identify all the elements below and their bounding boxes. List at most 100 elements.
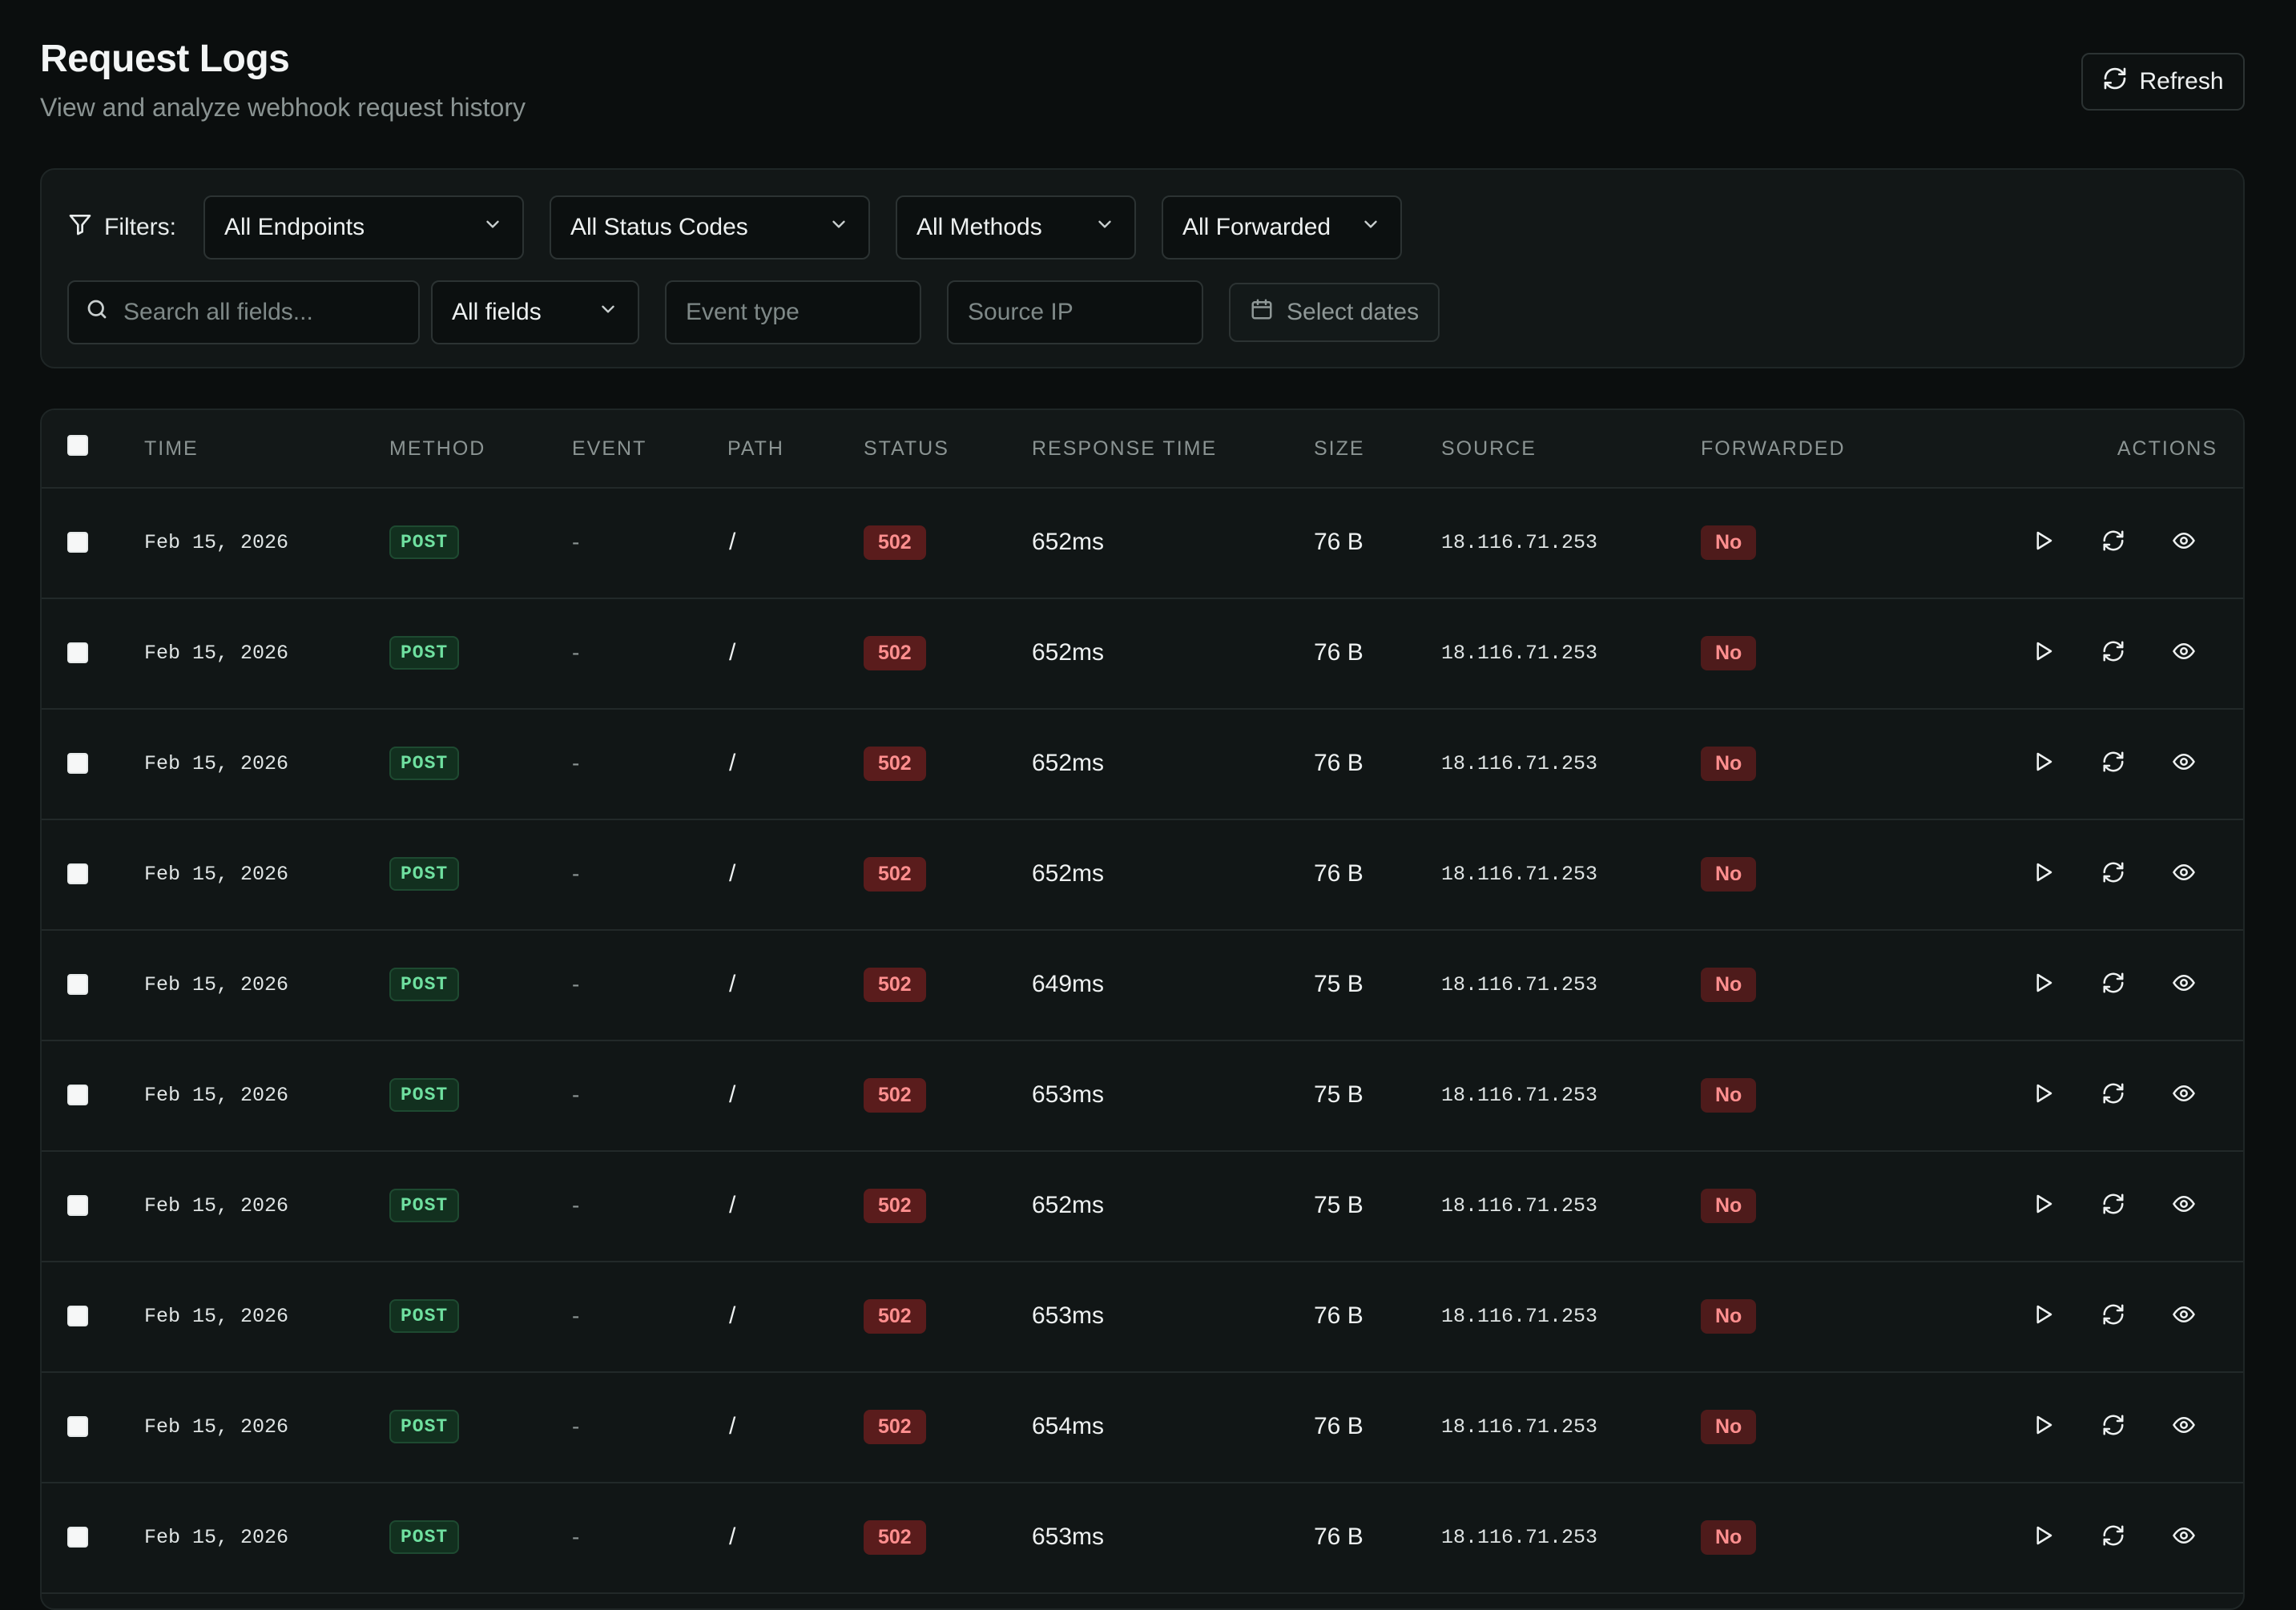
table-row[interactable]: Feb 15, 2026 POST - / 502 652ms 75 B 18.…: [42, 1150, 2243, 1262]
view-details-button[interactable]: [2167, 747, 2201, 780]
event-type-input[interactable]: Event type: [665, 280, 921, 344]
row-time: Feb 15, 2026: [144, 1083, 289, 1107]
replay-button[interactable]: [2026, 636, 2060, 670]
column-header-size[interactable]: SIZE: [1314, 437, 1365, 460]
row-actions: [2026, 487, 2201, 598]
view-details-button[interactable]: [2167, 1520, 2201, 1554]
row-response-time: 653ms: [1032, 1523, 1105, 1550]
resend-button[interactable]: [2097, 636, 2130, 670]
replay-button[interactable]: [2026, 1520, 2060, 1554]
table-row[interactable]: Feb 15, 2026 POST - / 502 652ms 76 B 18.…: [42, 487, 2243, 599]
method-badge: POST: [389, 857, 460, 891]
row-checkbox[interactable]: [67, 1416, 88, 1437]
replay-button[interactable]: [2026, 747, 2060, 780]
eye-icon: [2172, 860, 2196, 888]
view-details-button[interactable]: [2167, 857, 2201, 891]
field-scope-select[interactable]: All fields: [431, 280, 639, 344]
replay-button[interactable]: [2026, 1189, 2060, 1222]
row-method-cell: POST: [389, 1482, 460, 1592]
column-header-time[interactable]: TIME: [144, 437, 199, 460]
filter-icon: [67, 211, 93, 244]
replay-button[interactable]: [2026, 857, 2060, 891]
view-details-button[interactable]: [2167, 525, 2201, 559]
view-details-button[interactable]: [2167, 1078, 2201, 1112]
eye-icon: [2172, 639, 2196, 667]
view-details-button[interactable]: [2167, 1410, 2201, 1443]
table-row[interactable]: Feb 15, 2026 POST - / 502 652ms 76 B 18.…: [42, 598, 2243, 710]
replay-button[interactable]: [2026, 525, 2060, 559]
view-details-button[interactable]: [2167, 968, 2201, 1001]
replay-button[interactable]: [2026, 968, 2060, 1001]
column-header-path[interactable]: PATH: [727, 437, 784, 460]
replay-button[interactable]: [2026, 1299, 2060, 1333]
row-source: 18.116.71.253: [1441, 751, 1598, 775]
row-source: 18.116.71.253: [1441, 1415, 1598, 1439]
row-method-cell: POST: [389, 1371, 460, 1482]
refresh-button[interactable]: Refresh: [2081, 53, 2245, 111]
table-row[interactable]: Feb 15, 2026 POST - / 502 652ms 76 B 18.…: [42, 819, 2243, 931]
resend-button[interactable]: [2097, 1520, 2130, 1554]
resend-button[interactable]: [2097, 968, 2130, 1001]
resend-button[interactable]: [2097, 1299, 2130, 1333]
resend-button[interactable]: [2097, 1410, 2130, 1443]
refresh-icon: [2101, 639, 2125, 667]
row-event: -: [572, 751, 580, 775]
forwarded-badge: No: [1701, 856, 1757, 892]
column-header-forwarded[interactable]: FORWARDED: [1701, 437, 1846, 460]
row-checkbox[interactable]: [67, 1306, 88, 1326]
row-checkbox[interactable]: [67, 753, 88, 774]
row-checkbox[interactable]: [67, 863, 88, 884]
replay-button[interactable]: [2026, 1078, 2060, 1112]
replay-button[interactable]: [2026, 1410, 2060, 1443]
column-header-status[interactable]: STATUS: [864, 437, 949, 460]
resend-button[interactable]: [2097, 1078, 2130, 1112]
column-header-source[interactable]: SOURCE: [1441, 437, 1537, 460]
view-details-button[interactable]: [2167, 1299, 2201, 1333]
chevron-down-icon: [1094, 214, 1115, 241]
forwarded-badge: No: [1701, 635, 1757, 670]
row-response-time: 652ms: [1032, 860, 1105, 887]
row-checkbox[interactable]: [67, 1527, 88, 1548]
row-method-cell: POST: [389, 1261, 460, 1371]
source-ip-input[interactable]: Source IP: [947, 280, 1203, 344]
resend-button[interactable]: [2097, 525, 2130, 559]
row-checkbox[interactable]: [67, 974, 88, 995]
filters-row-primary: Filters: All Endpoints All Status Codes …: [67, 195, 1402, 260]
resend-button[interactable]: [2097, 1189, 2130, 1222]
endpoints-select[interactable]: All Endpoints: [203, 195, 524, 260]
table-row[interactable]: Feb 15, 2026 POST - / 502 652ms 76 B 18.…: [42, 708, 2243, 820]
search-input[interactable]: Search all fields...: [67, 280, 420, 344]
row-checkbox[interactable]: [67, 532, 88, 553]
row-checkbox[interactable]: [67, 642, 88, 663]
row-checkbox[interactable]: [67, 1085, 88, 1105]
table-row[interactable]: Feb 15, 2026 POST - / 502 653ms 76 B 18.…: [42, 1482, 2243, 1594]
table-row[interactable]: Feb 15, 2026 POST - / 502 653ms 76 B 18.…: [42, 1261, 2243, 1373]
row-status-cell: 502: [864, 1482, 926, 1592]
row-actions: [2026, 929, 2201, 1040]
refresh-icon: [2101, 860, 2125, 888]
row-event: -: [572, 1414, 580, 1439]
row-checkbox[interactable]: [67, 1195, 88, 1216]
row-forwarded-cell: No: [1701, 1371, 1757, 1482]
row-event: -: [572, 1082, 580, 1107]
column-header-response-time[interactable]: RESPONSE TIME: [1032, 437, 1218, 460]
methods-select[interactable]: All Methods: [896, 195, 1136, 260]
filters-panel: Filters: All Endpoints All Status Codes …: [40, 168, 2245, 368]
status-badge: 502: [864, 856, 926, 892]
column-header-event[interactable]: EVENT: [572, 437, 647, 460]
select-all-checkbox[interactable]: [67, 435, 88, 456]
table-row[interactable]: Feb 15, 2026 POST - / 502 654ms 76 B 18.…: [42, 1371, 2243, 1483]
view-details-button[interactable]: [2167, 1189, 2201, 1222]
view-details-button[interactable]: [2167, 636, 2201, 670]
forwarded-select[interactable]: All Forwarded: [1162, 195, 1402, 260]
method-badge: POST: [389, 525, 460, 559]
table-row[interactable]: Feb 15, 2026 POST - / 502 649ms 75 B 18.…: [42, 929, 2243, 1041]
resend-button[interactable]: [2097, 747, 2130, 780]
column-header-method[interactable]: METHOD: [389, 437, 486, 460]
status-badge: 502: [864, 525, 926, 560]
table-row[interactable]: Feb 15, 2026 POST - / 502 653ms 75 B 18.…: [42, 1040, 2243, 1152]
resend-button[interactable]: [2097, 857, 2130, 891]
date-range-button[interactable]: Select dates: [1229, 283, 1440, 342]
row-forwarded-cell: No: [1701, 1482, 1757, 1592]
status-codes-select[interactable]: All Status Codes: [550, 195, 870, 260]
